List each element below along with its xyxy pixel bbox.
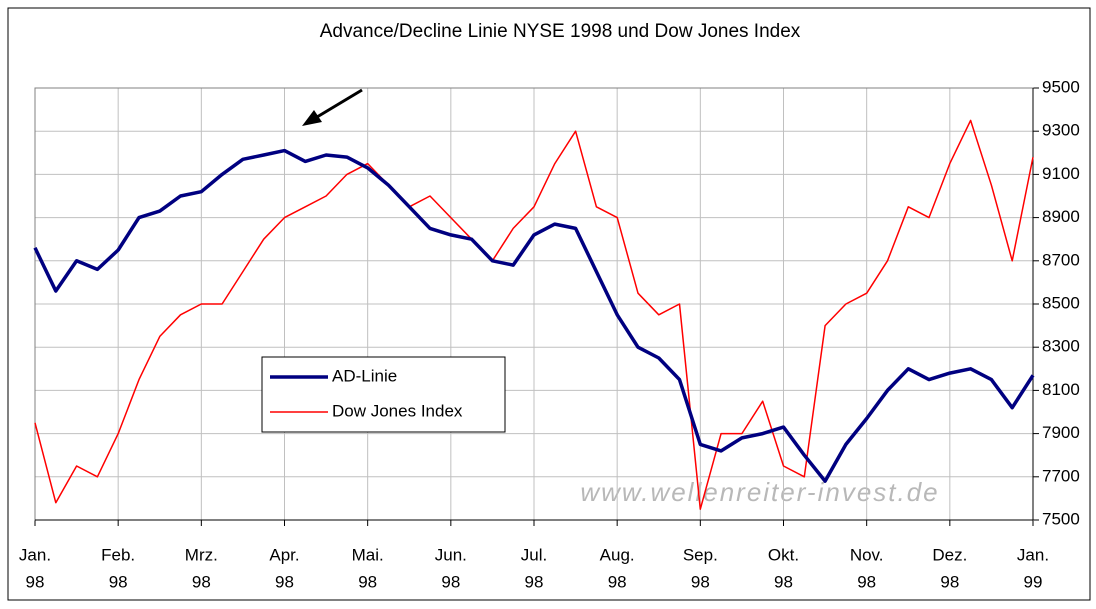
x-tick-label: Okt. bbox=[768, 545, 799, 564]
y-tick-label: 7500 bbox=[1042, 509, 1080, 528]
x-tick-label: Sep. bbox=[683, 545, 718, 564]
x-tick-year: 98 bbox=[358, 572, 377, 591]
y-tick-label: 8500 bbox=[1042, 293, 1080, 312]
x-tick-year: 98 bbox=[691, 572, 710, 591]
chart-title: Advance/Decline Linie NYSE 1998 und Dow … bbox=[320, 21, 801, 42]
x-tick-year: 98 bbox=[192, 572, 211, 591]
x-tick-label: Jul. bbox=[521, 545, 547, 564]
legend-label: AD-Linie bbox=[332, 366, 397, 385]
x-tick-year: 98 bbox=[774, 572, 793, 591]
y-tick-label: 8900 bbox=[1042, 207, 1080, 226]
x-tick-label: Mrz. bbox=[185, 545, 218, 564]
x-tick-label: Aug. bbox=[600, 545, 635, 564]
legend-box bbox=[261, 356, 506, 433]
watermark: www.wellenreiter-invest.de bbox=[580, 477, 939, 507]
series-line bbox=[34, 119, 1034, 510]
y-tick-label: 9100 bbox=[1042, 164, 1080, 183]
y-tick-label: 9300 bbox=[1042, 121, 1080, 140]
x-tick-year: 98 bbox=[525, 572, 544, 591]
x-tick-year: 98 bbox=[857, 572, 876, 591]
x-tick-year: 98 bbox=[940, 572, 959, 591]
x-tick-label: Mai. bbox=[352, 545, 384, 564]
x-tick-year: 98 bbox=[608, 572, 627, 591]
y-tick-label: 7700 bbox=[1042, 466, 1080, 485]
legend-label: Dow Jones Index bbox=[332, 401, 463, 420]
x-tick-label: Dez. bbox=[932, 545, 967, 564]
x-tick-year: 98 bbox=[275, 572, 294, 591]
x-tick-label: Jan. bbox=[1017, 545, 1049, 564]
y-tick-label: 8300 bbox=[1042, 337, 1080, 356]
x-tick-label: Jun. bbox=[435, 545, 467, 564]
x-tick-year: 99 bbox=[1024, 572, 1043, 591]
y-tick-label: 8100 bbox=[1042, 380, 1080, 399]
x-tick-label: Feb. bbox=[101, 545, 135, 564]
y-tick-label: 9500 bbox=[1042, 77, 1080, 96]
arrow bbox=[302, 88, 363, 126]
x-tick-year: 98 bbox=[109, 572, 128, 591]
series-line bbox=[33, 148, 1035, 483]
y-tick-label: 7900 bbox=[1042, 423, 1080, 442]
x-tick-label: Apr. bbox=[269, 545, 299, 564]
x-tick-year: 98 bbox=[441, 572, 460, 591]
x-tick-year: 98 bbox=[26, 572, 45, 591]
y-tick-label: 8700 bbox=[1042, 250, 1080, 269]
x-tick-label: Jan. bbox=[19, 545, 51, 564]
x-tick-label: Nov. bbox=[850, 545, 884, 564]
